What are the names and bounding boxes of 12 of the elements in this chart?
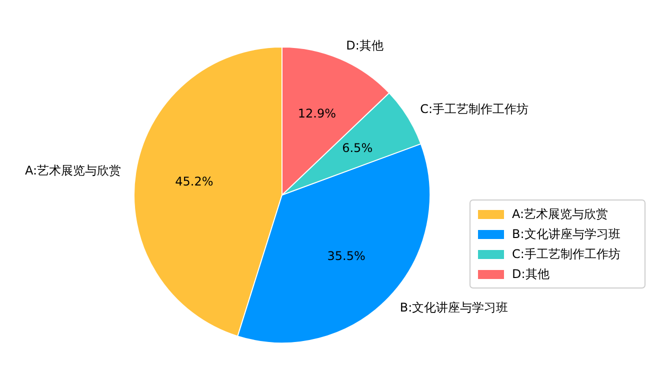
- slice-label: A:艺术展览与欣赏: [25, 163, 122, 178]
- data-label: 6.5%: [342, 141, 373, 156]
- legend-label: C:手工艺制作工作坊: [512, 247, 620, 261]
- slice-label: D:其他: [346, 38, 384, 52]
- slice-label: B:文化讲座与学习班: [400, 300, 508, 314]
- legend-label: A:艺术展览与欣赏: [512, 207, 608, 221]
- legend-label: D:其他: [512, 267, 550, 281]
- legend-label: B:文化讲座与学习班: [512, 227, 620, 241]
- data-label: 12.9%: [298, 106, 336, 120]
- data-label: 45.2%: [175, 174, 214, 189]
- slice-label: C:手工艺制作工作坊: [420, 102, 529, 116]
- data-label: 35.5%: [327, 249, 366, 264]
